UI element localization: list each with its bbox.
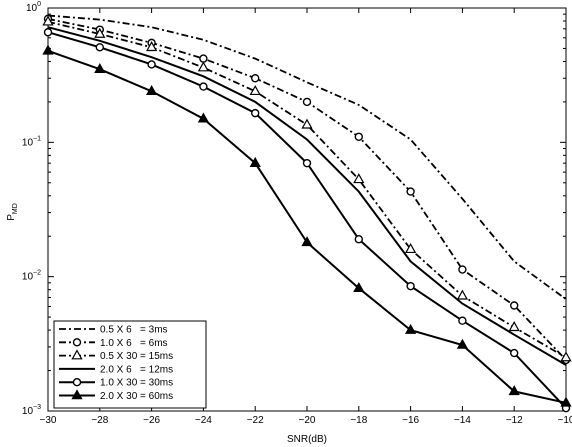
y-tick-label: 100: [26, 1, 41, 14]
legend-marker: [71, 389, 83, 400]
legend-marker: [72, 378, 82, 387]
data-point: [458, 265, 467, 274]
x-tick-label: −16: [402, 415, 419, 426]
data-point: [510, 301, 519, 310]
data-point: [508, 321, 520, 332]
data-point: [301, 236, 313, 247]
legend-item: 2.0 X 30 = 60ms: [59, 389, 173, 402]
data-point: [94, 63, 106, 74]
legend-label: 0.5 X 6 = 3ms: [100, 325, 168, 336]
x-tick-label: −14: [454, 415, 471, 426]
data-point: [302, 97, 312, 107]
legend-label: 0.5 X 30 = 15ms: [100, 351, 173, 362]
y-tick-label: 10−2: [22, 270, 41, 283]
x-tick-label: −30: [40, 415, 57, 426]
x-tick-label: −24: [195, 415, 212, 426]
legend-item: 1.0 X 30 = 30ms: [59, 378, 173, 389]
legend-item: 1.0 X 6 = 6ms: [59, 338, 168, 349]
legend-marker: [72, 338, 82, 347]
data-point: [406, 281, 415, 291]
series-4: [47, 26, 567, 366]
x-tick-label: −22: [247, 415, 264, 426]
data-point: [145, 85, 158, 96]
legend: 0.5 X 6 = 3ms 1.0 X 6 = 6ms 0.5 X 30 = 15m…: [53, 320, 207, 409]
x-axis-label: SNR(dB): [287, 434, 327, 445]
data-point: [560, 351, 572, 362]
data-point: [43, 28, 53, 37]
legend-item: 0.5 X 6 = 3ms: [59, 325, 168, 336]
x-tick-label: −26: [143, 415, 160, 426]
data-point: [508, 385, 520, 396]
series-5: [43, 28, 571, 413]
y-tick-label: 10−1: [22, 135, 41, 148]
data-point: [353, 173, 365, 184]
data-point: [354, 132, 363, 141]
legend-item: 0.5 X 30 = 15ms: [59, 349, 173, 362]
legend-label: 1.0 X 30 = 30ms: [100, 378, 173, 389]
legend-label: 1.0 X 6 = 6ms: [100, 338, 168, 349]
data-point: [42, 44, 54, 55]
series-line: [47, 14, 567, 300]
data-point: [199, 54, 208, 63]
series-line: [47, 26, 567, 366]
data-point: [147, 60, 156, 69]
y-axis-label-sub: MD: [12, 203, 19, 214]
series-6: [42, 44, 572, 407]
data-point: [145, 41, 158, 52]
data-point: [250, 108, 260, 118]
data-point: [458, 316, 467, 325]
data-point: [301, 118, 313, 129]
data-point: [406, 187, 415, 196]
legend-label: 2.0 X 30 = 60ms: [100, 391, 173, 402]
y-axis-label-main: P: [6, 214, 17, 221]
data-point: [197, 112, 210, 123]
data-point: [404, 243, 417, 254]
data-point: [510, 348, 519, 358]
data-point: [353, 282, 365, 293]
svg-text:PMD: PMD: [6, 203, 19, 221]
x-tick-label: −10: [558, 415, 572, 426]
legend-marker: [71, 349, 83, 360]
data-point: [456, 338, 469, 349]
data-point: [404, 323, 417, 334]
data-point: [249, 85, 261, 96]
data-point: [249, 156, 261, 167]
data-point: [199, 82, 208, 91]
data-point: [95, 43, 105, 52]
data-point: [354, 235, 363, 244]
data-point: [94, 27, 106, 38]
x-tick-label: −28: [91, 415, 108, 426]
legend-label: 2.0 X 6 = 12ms: [100, 364, 173, 375]
data-point: [197, 61, 210, 72]
y-axis-label: PMD: [6, 203, 19, 221]
legend-item: 2.0 X 6 = 12ms: [59, 364, 173, 375]
series-1: [47, 14, 567, 300]
series-3: [42, 15, 572, 362]
x-tick-label: −12: [506, 415, 523, 426]
x-tick-label: −20: [299, 415, 316, 426]
data-point: [42, 15, 54, 26]
data-point: [456, 289, 469, 300]
data-point: [560, 396, 572, 407]
y-tick-label: 10−3: [22, 404, 41, 417]
data-point: [302, 158, 312, 168]
data-point: [250, 74, 260, 83]
x-tick-label: −18: [350, 415, 367, 426]
